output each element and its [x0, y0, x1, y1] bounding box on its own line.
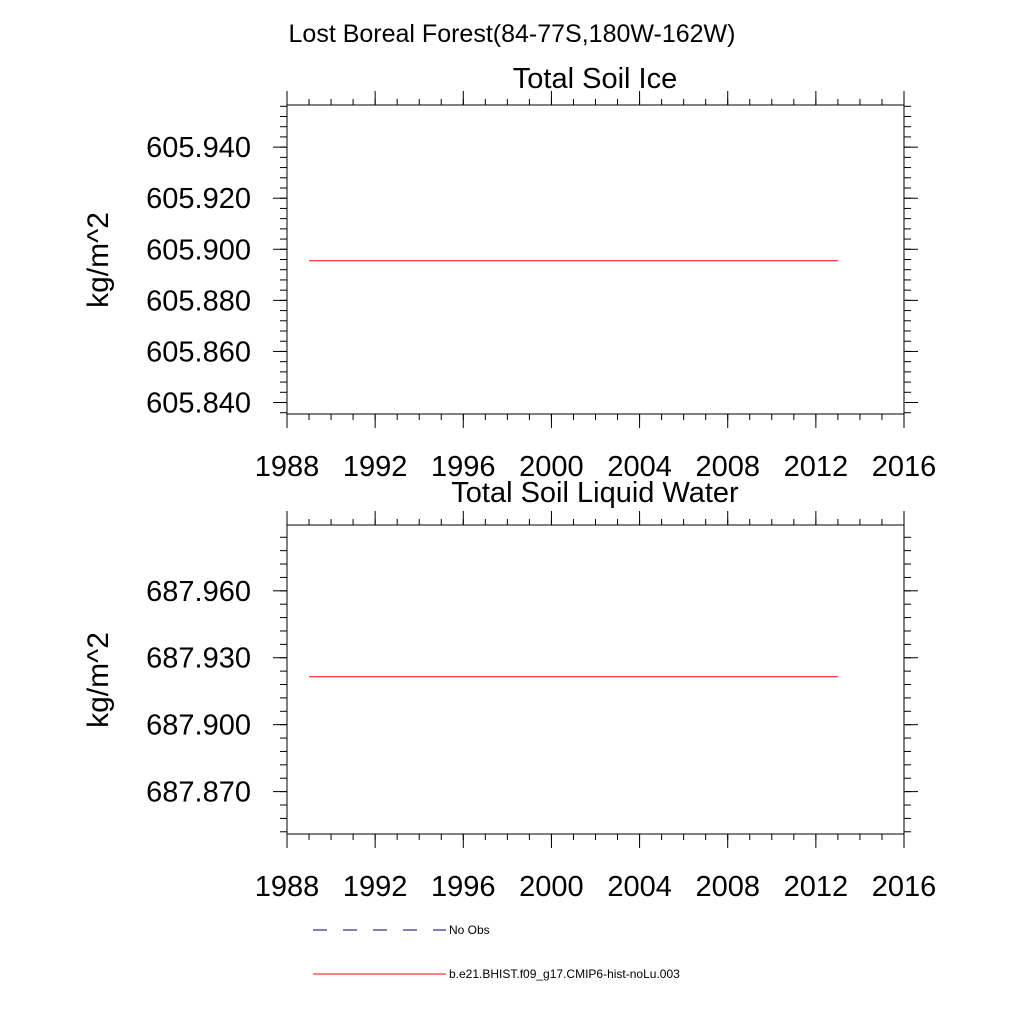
y-tick-label: 605.920 — [146, 183, 251, 215]
x-tick-label: 2004 — [607, 451, 672, 483]
axis-ticks: 1988 1992 1996 2000 2004 2008 2012 2016 605.840 6… — [146, 91, 936, 483]
y-tick-label: 687.870 — [146, 777, 251, 809]
x-tick-label: 2000 — [519, 451, 584, 483]
x-tick-label: 1992 — [343, 871, 408, 903]
y-axis-label: kg/m^2 — [82, 632, 115, 728]
x-tick-label: 1988 — [255, 451, 320, 483]
x-tick-label: 1992 — [343, 451, 408, 483]
x-tick-label: 2012 — [784, 871, 849, 903]
x-tick-label: 1996 — [431, 451, 496, 483]
legend-label-no-obs: No Obs — [449, 923, 490, 937]
y-tick-label: 605.880 — [146, 285, 251, 317]
x-tick-label: 2012 — [784, 451, 849, 483]
x-tick-label: 2004 — [607, 871, 672, 903]
legend-item-model: b.e21.BHIST.f09_g17.CMIP6-hist-noLu.003 — [313, 967, 680, 981]
y-tick-label: 605.900 — [146, 234, 251, 266]
panel-title: Total Soil Liquid Water — [451, 477, 739, 509]
y-tick-label: 687.930 — [146, 643, 251, 675]
panel-total-soil-liquid-water: Total Soil Liquid Water kg/m^2 1988 1992 1… — [82, 477, 936, 903]
panel-title: Total Soil Ice — [513, 63, 677, 95]
y-axis-label: kg/m^2 — [82, 212, 115, 308]
axis-ticks: 1988 1992 1996 2000 2004 2008 2012 2016 687.870 6… — [146, 511, 936, 903]
legend: No Obs b.e21.BHIST.f09_g17.CMIP6-hist-no… — [313, 923, 680, 981]
y-tick-label: 605.840 — [146, 388, 251, 420]
y-tick-label: 605.940 — [146, 132, 251, 164]
x-tick-label: 2016 — [872, 451, 937, 483]
y-tick-label: 687.900 — [146, 710, 251, 742]
x-tick-label: 2000 — [519, 871, 584, 903]
x-tick-label: 2008 — [695, 871, 760, 903]
plot-frame — [286, 524, 905, 835]
plot-frame — [286, 104, 905, 415]
x-tick-label: 2008 — [695, 451, 760, 483]
legend-label-model: b.e21.BHIST.f09_g17.CMIP6-hist-noLu.003 — [449, 967, 680, 981]
x-tick-label: 1996 — [431, 871, 496, 903]
panel-total-soil-ice: Total Soil Ice kg/m^2 1988 1992 1996 2000 20… — [82, 63, 936, 483]
x-tick-label: 1988 — [255, 871, 320, 903]
figure-title: Lost Boreal Forest(84-77S,180W-162W) — [289, 20, 736, 48]
y-tick-label: 687.960 — [146, 576, 251, 608]
x-tick-label: 2016 — [872, 871, 937, 903]
y-tick-label: 605.860 — [146, 336, 251, 368]
legend-item-no-obs: No Obs — [313, 923, 490, 937]
